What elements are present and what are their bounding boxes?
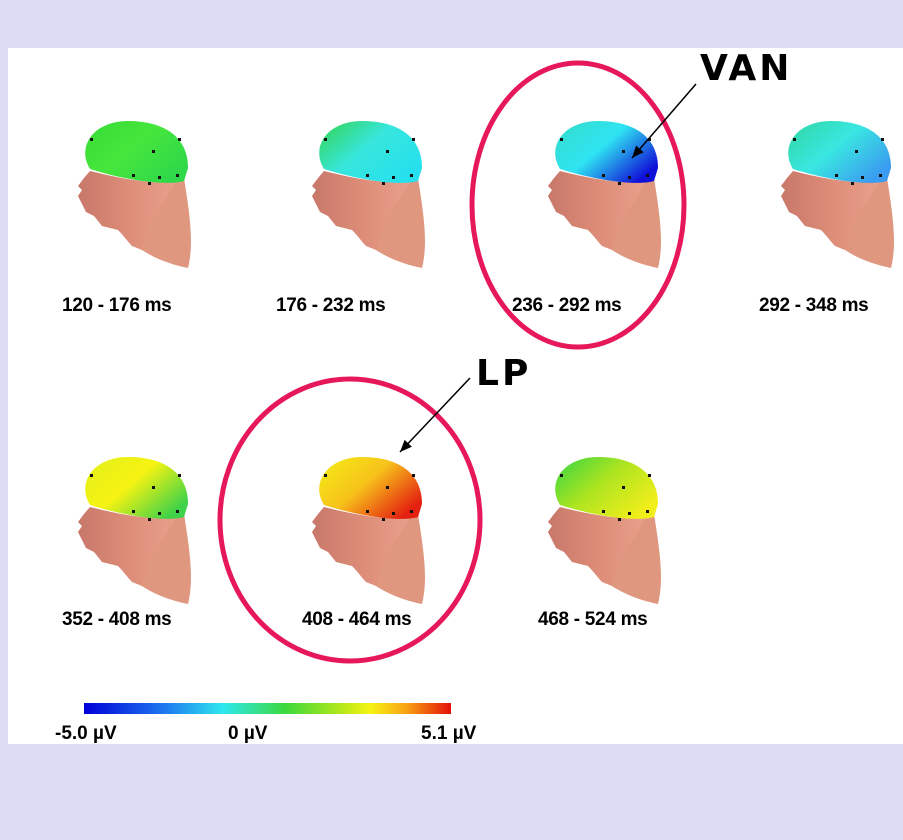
electrode-marker	[410, 174, 413, 177]
electrode-marker	[324, 474, 327, 477]
time-window-label: 468 - 524 ms	[538, 609, 648, 630]
electrode-marker	[158, 512, 161, 515]
lp-annotation: LP	[476, 353, 532, 394]
head-topomap	[548, 457, 661, 604]
head-topomap	[312, 457, 425, 604]
scalp-potential-map	[85, 121, 188, 183]
head-face	[78, 171, 176, 250]
electrode-marker	[793, 138, 796, 141]
electrode-marker	[90, 138, 93, 141]
electrode-marker	[648, 474, 651, 477]
electrode-marker	[410, 510, 413, 513]
head-topomap	[781, 121, 894, 268]
head-face	[548, 171, 646, 250]
electrode-marker	[366, 174, 369, 177]
time-window-label: 236 - 292 ms	[512, 295, 622, 316]
head-topomap	[548, 121, 661, 268]
electrode-marker	[646, 510, 649, 513]
electrode-marker	[366, 510, 369, 513]
head-topomap	[78, 121, 191, 268]
colorbar	[84, 703, 451, 714]
head-topomap	[312, 121, 425, 268]
head-face	[312, 171, 410, 250]
electrode-marker	[176, 174, 179, 177]
van-highlight-circle	[469, 60, 687, 350]
electrode-marker	[881, 138, 884, 141]
scalp-potential-map	[319, 457, 422, 519]
time-window-label: 292 - 348 ms	[759, 295, 869, 316]
time-window-label: 120 - 176 ms	[62, 295, 172, 316]
electrode-marker	[412, 138, 415, 141]
electrode-marker	[178, 138, 181, 141]
electrode-marker	[382, 518, 385, 521]
electrode-marker	[560, 474, 563, 477]
electrode-marker	[176, 510, 179, 513]
electrode-marker	[178, 474, 181, 477]
electrode-marker	[148, 518, 151, 521]
electrode-marker	[560, 138, 563, 141]
scalp-potential-map	[85, 457, 188, 519]
electrode-marker	[835, 174, 838, 177]
colorbar-min-label: -5.0 µV	[55, 723, 117, 744]
electrode-marker	[392, 176, 395, 179]
time-window-label: 408 - 464 ms	[302, 609, 412, 630]
head-face	[781, 171, 879, 250]
electrode-marker	[324, 138, 327, 141]
electrode-marker	[158, 176, 161, 179]
lp-arrow	[399, 377, 471, 453]
electrode-marker	[132, 174, 135, 177]
electrode-marker	[628, 176, 631, 179]
electrode-marker	[412, 474, 415, 477]
time-window-label: 176 - 232 ms	[276, 295, 386, 316]
electrode-marker	[622, 150, 625, 153]
colorbar-mid-label: 0 µV	[228, 723, 268, 744]
electrode-marker	[148, 182, 151, 185]
electrode-marker	[648, 138, 651, 141]
head-face	[548, 507, 646, 586]
van-arrow	[631, 83, 697, 159]
head-face	[78, 507, 176, 586]
scalp-potential-map	[555, 121, 658, 183]
van-annotation: VAN	[700, 48, 793, 89]
electrode-marker	[646, 174, 649, 177]
electrode-marker	[851, 182, 854, 185]
scalp-potential-map	[555, 457, 658, 519]
electrode-marker	[622, 486, 625, 489]
scalp-potential-map	[788, 121, 891, 183]
electrode-marker	[602, 510, 605, 513]
electrode-marker	[152, 150, 155, 153]
electrode-marker	[152, 486, 155, 489]
electrode-marker	[855, 150, 858, 153]
electrode-marker	[602, 174, 605, 177]
electrode-marker	[861, 176, 864, 179]
electrode-marker	[90, 474, 93, 477]
colorbar-max-label: 5.1 µV	[421, 723, 477, 744]
lp-highlight-circle	[217, 376, 483, 664]
electrode-marker	[132, 510, 135, 513]
time-window-label: 352 - 408 ms	[62, 609, 172, 630]
electrode-marker	[386, 150, 389, 153]
head-face	[312, 507, 410, 586]
electrode-marker	[392, 512, 395, 515]
head-topomap	[78, 457, 191, 604]
electrode-marker	[618, 182, 621, 185]
electrode-marker	[618, 518, 621, 521]
electrode-marker	[879, 174, 882, 177]
electrode-marker	[628, 512, 631, 515]
electrode-marker	[382, 182, 385, 185]
electrode-marker	[386, 486, 389, 489]
scalp-potential-map	[319, 121, 422, 183]
